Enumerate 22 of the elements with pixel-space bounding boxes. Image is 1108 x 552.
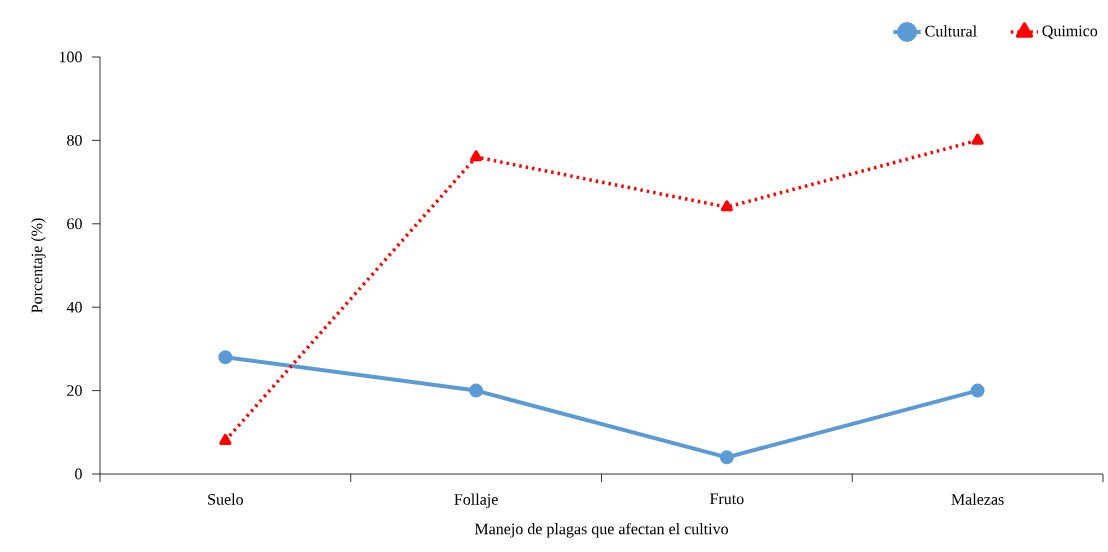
- y-tick-label: 20: [67, 385, 82, 396]
- x-tick-label: Follaje: [454, 493, 498, 509]
- x-tick-label: Fruto: [709, 493, 744, 505]
- x-axis-title: Manejo de plagas que afectan el cultivo: [474, 522, 728, 538]
- y-tick-label: 100: [59, 51, 82, 63]
- point: [469, 383, 484, 398]
- y-tick-label: 0: [75, 468, 82, 480]
- x-tick-label: Suelo: [208, 493, 243, 505]
- legend-label: Cultural: [925, 25, 977, 37]
- legend-label: Quimico: [1042, 25, 1098, 39]
- point: [720, 200, 733, 212]
- point: [970, 383, 985, 398]
- point: [719, 450, 734, 465]
- y-tick-label: 60: [67, 218, 82, 230]
- y-tick-label: 40: [66, 301, 82, 313]
- y-axis-title: Porcentaje (%): [31, 218, 46, 313]
- point: [219, 433, 232, 445]
- point: [218, 350, 233, 365]
- y-tick-label: 80: [67, 135, 82, 146]
- x-tick-label: Malezas: [951, 493, 1004, 505]
- point: [470, 150, 483, 162]
- point: [971, 133, 984, 145]
